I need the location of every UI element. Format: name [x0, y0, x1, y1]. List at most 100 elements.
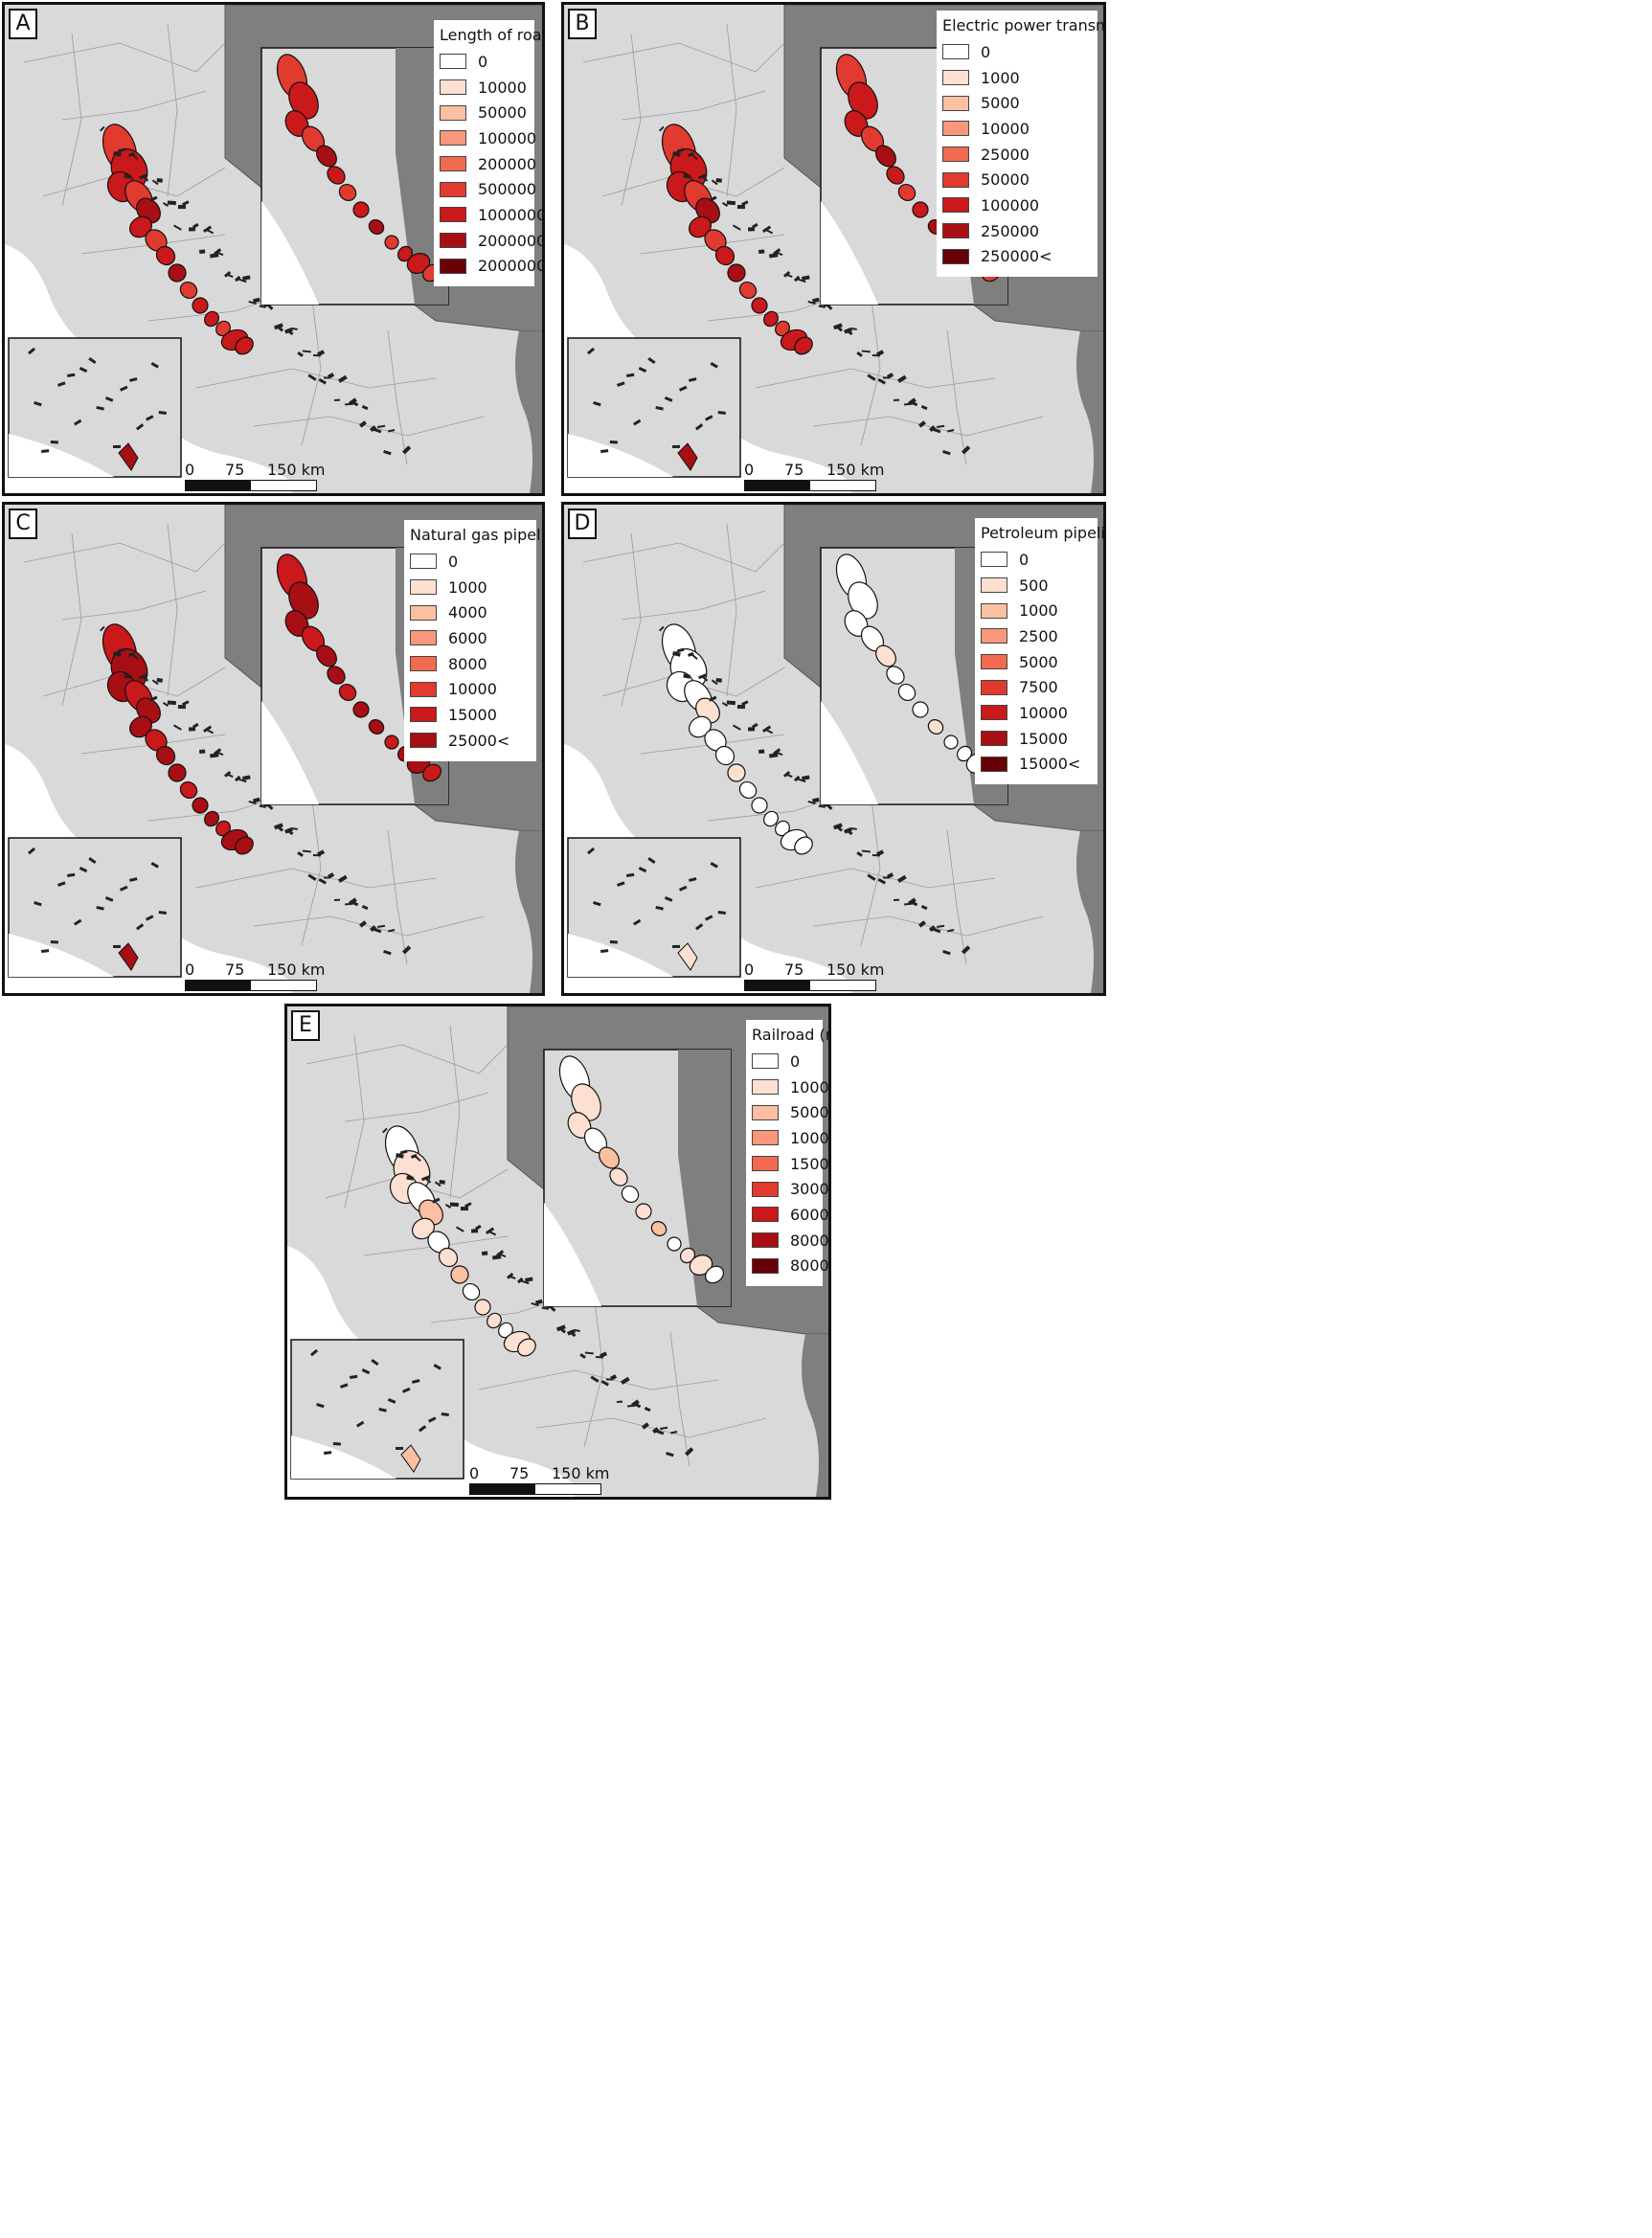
- inset-valley-polygon: [352, 701, 370, 718]
- legend-swatch: [440, 233, 466, 249]
- feature-mark: [660, 1426, 668, 1430]
- legend-label: 1000: [448, 577, 487, 597]
- inset-feature-mark: [332, 1442, 341, 1446]
- feature-mark: [748, 727, 756, 732]
- legend-swatch: [942, 248, 969, 264]
- legend-swatch: [942, 197, 969, 214]
- feature-mark: [685, 1447, 694, 1457]
- legend-swatch: [942, 223, 969, 239]
- inset-feature-mark: [28, 847, 36, 855]
- feature-mark: [124, 673, 131, 679]
- inset-feature-mark: [136, 423, 145, 431]
- panel-label: B: [568, 9, 597, 39]
- valley-polygon: [751, 297, 768, 314]
- feature-mark: [733, 724, 741, 731]
- feature-mark: [962, 945, 971, 955]
- legend-swatch: [942, 44, 969, 60]
- inset-feature-mark: [586, 847, 596, 855]
- legend-label: 25000: [981, 145, 1030, 164]
- feature-mark: [334, 898, 341, 901]
- legend-item: 100000: [440, 125, 536, 151]
- map-panel-e: E Railroad (m) 0 1000 5000 10000 15000 30000 6…: [284, 1004, 831, 1500]
- legend-item: 0: [752, 1049, 813, 1074]
- inset-ocean: [261, 701, 319, 804]
- feature-mark: [627, 1404, 637, 1408]
- legend-swatch: [981, 628, 1007, 644]
- inset-valley-polygon: [912, 201, 929, 218]
- legend-swatch: [942, 147, 969, 163]
- feature-mark: [758, 749, 765, 754]
- feature-mark: [439, 1180, 445, 1185]
- feature-mark: [942, 950, 951, 956]
- scale-label-0: 0: [744, 961, 755, 979]
- inset-valley-polygon: [288, 581, 319, 620]
- scale-bar: 0 75 150 km: [744, 461, 888, 491]
- feature-mark: [234, 275, 241, 283]
- legend-item: 7500: [981, 674, 1088, 700]
- legend-swatch: [752, 1053, 779, 1070]
- county-boundary: [167, 23, 178, 197]
- inset-ocean: [544, 1203, 601, 1306]
- feature-mark: [741, 200, 749, 207]
- feature-mark: [590, 1375, 600, 1383]
- feature-mark: [642, 1422, 649, 1430]
- feature-mark: [382, 1127, 388, 1134]
- feature-mark: [812, 797, 820, 803]
- inset-feature-mark: [419, 1425, 427, 1433]
- inset-feature-mark: [79, 367, 88, 373]
- feature-mark: [377, 424, 386, 428]
- feature-mark: [698, 173, 708, 180]
- legend-label: 200000: [478, 154, 537, 173]
- legend-swatch: [410, 681, 437, 697]
- inset-feature-mark: [40, 449, 50, 453]
- feature-mark: [361, 404, 369, 411]
- scale-label-0: 0: [185, 961, 195, 979]
- inset-valley-polygon: [927, 719, 944, 735]
- inset-feature-mark: [50, 940, 58, 944]
- feature-mark: [621, 1376, 630, 1385]
- valley-polygon: [714, 245, 735, 266]
- feature-mark: [234, 775, 241, 782]
- county-boundary: [61, 590, 207, 621]
- legend-item: 2000000: [440, 228, 542, 254]
- inset-feature-mark: [104, 396, 114, 402]
- feature-mark: [556, 1324, 566, 1332]
- legend-label: 500000: [478, 180, 537, 199]
- feature-mark: [151, 179, 159, 186]
- inset-valley-polygon: [384, 735, 399, 750]
- map-panel-d: D Petroleum pipeline (m) 0 500 1000 2500 500…: [561, 502, 1106, 996]
- inset-feature-mark: [411, 1379, 420, 1384]
- inset-feature-mark: [633, 418, 642, 426]
- feature-mark: [377, 924, 386, 928]
- feature-mark: [867, 373, 876, 381]
- scale-bar: 0 75 150 km: [185, 961, 328, 991]
- legend-label: 250000<: [981, 247, 1052, 266]
- legend-label: 30000: [790, 1180, 829, 1199]
- panel-label: E: [291, 1010, 320, 1041]
- feature-mark: [128, 152, 135, 157]
- legend-item: 10000: [942, 116, 1088, 142]
- inset-feature-mark: [150, 362, 159, 369]
- feature-mark: [312, 854, 321, 857]
- map-d: [564, 505, 1103, 993]
- valley-polygon: [235, 836, 254, 855]
- legend-label: 1000: [790, 1077, 829, 1096]
- feature-mark: [181, 700, 190, 707]
- inset-feature-mark: [433, 1364, 441, 1370]
- legend-item: 5000: [981, 649, 1088, 675]
- legend-swatch: [410, 604, 437, 621]
- feature-mark: [726, 700, 735, 706]
- inset-valley-polygon: [368, 719, 385, 735]
- inset-feature-mark: [57, 381, 66, 387]
- legend-item: 15000: [410, 702, 527, 728]
- inset-valley-polygon: [316, 145, 337, 168]
- county-boundary: [946, 829, 967, 965]
- feature-mark: [203, 225, 213, 233]
- scale-label-0: 0: [185, 461, 195, 479]
- county-boundary: [61, 33, 82, 207]
- legend-item: 200000: [440, 151, 536, 177]
- inset-feature-mark: [710, 861, 718, 869]
- feature-mark: [128, 652, 135, 657]
- inset-feature-mark: [593, 401, 601, 407]
- feature-mark: [432, 1197, 441, 1204]
